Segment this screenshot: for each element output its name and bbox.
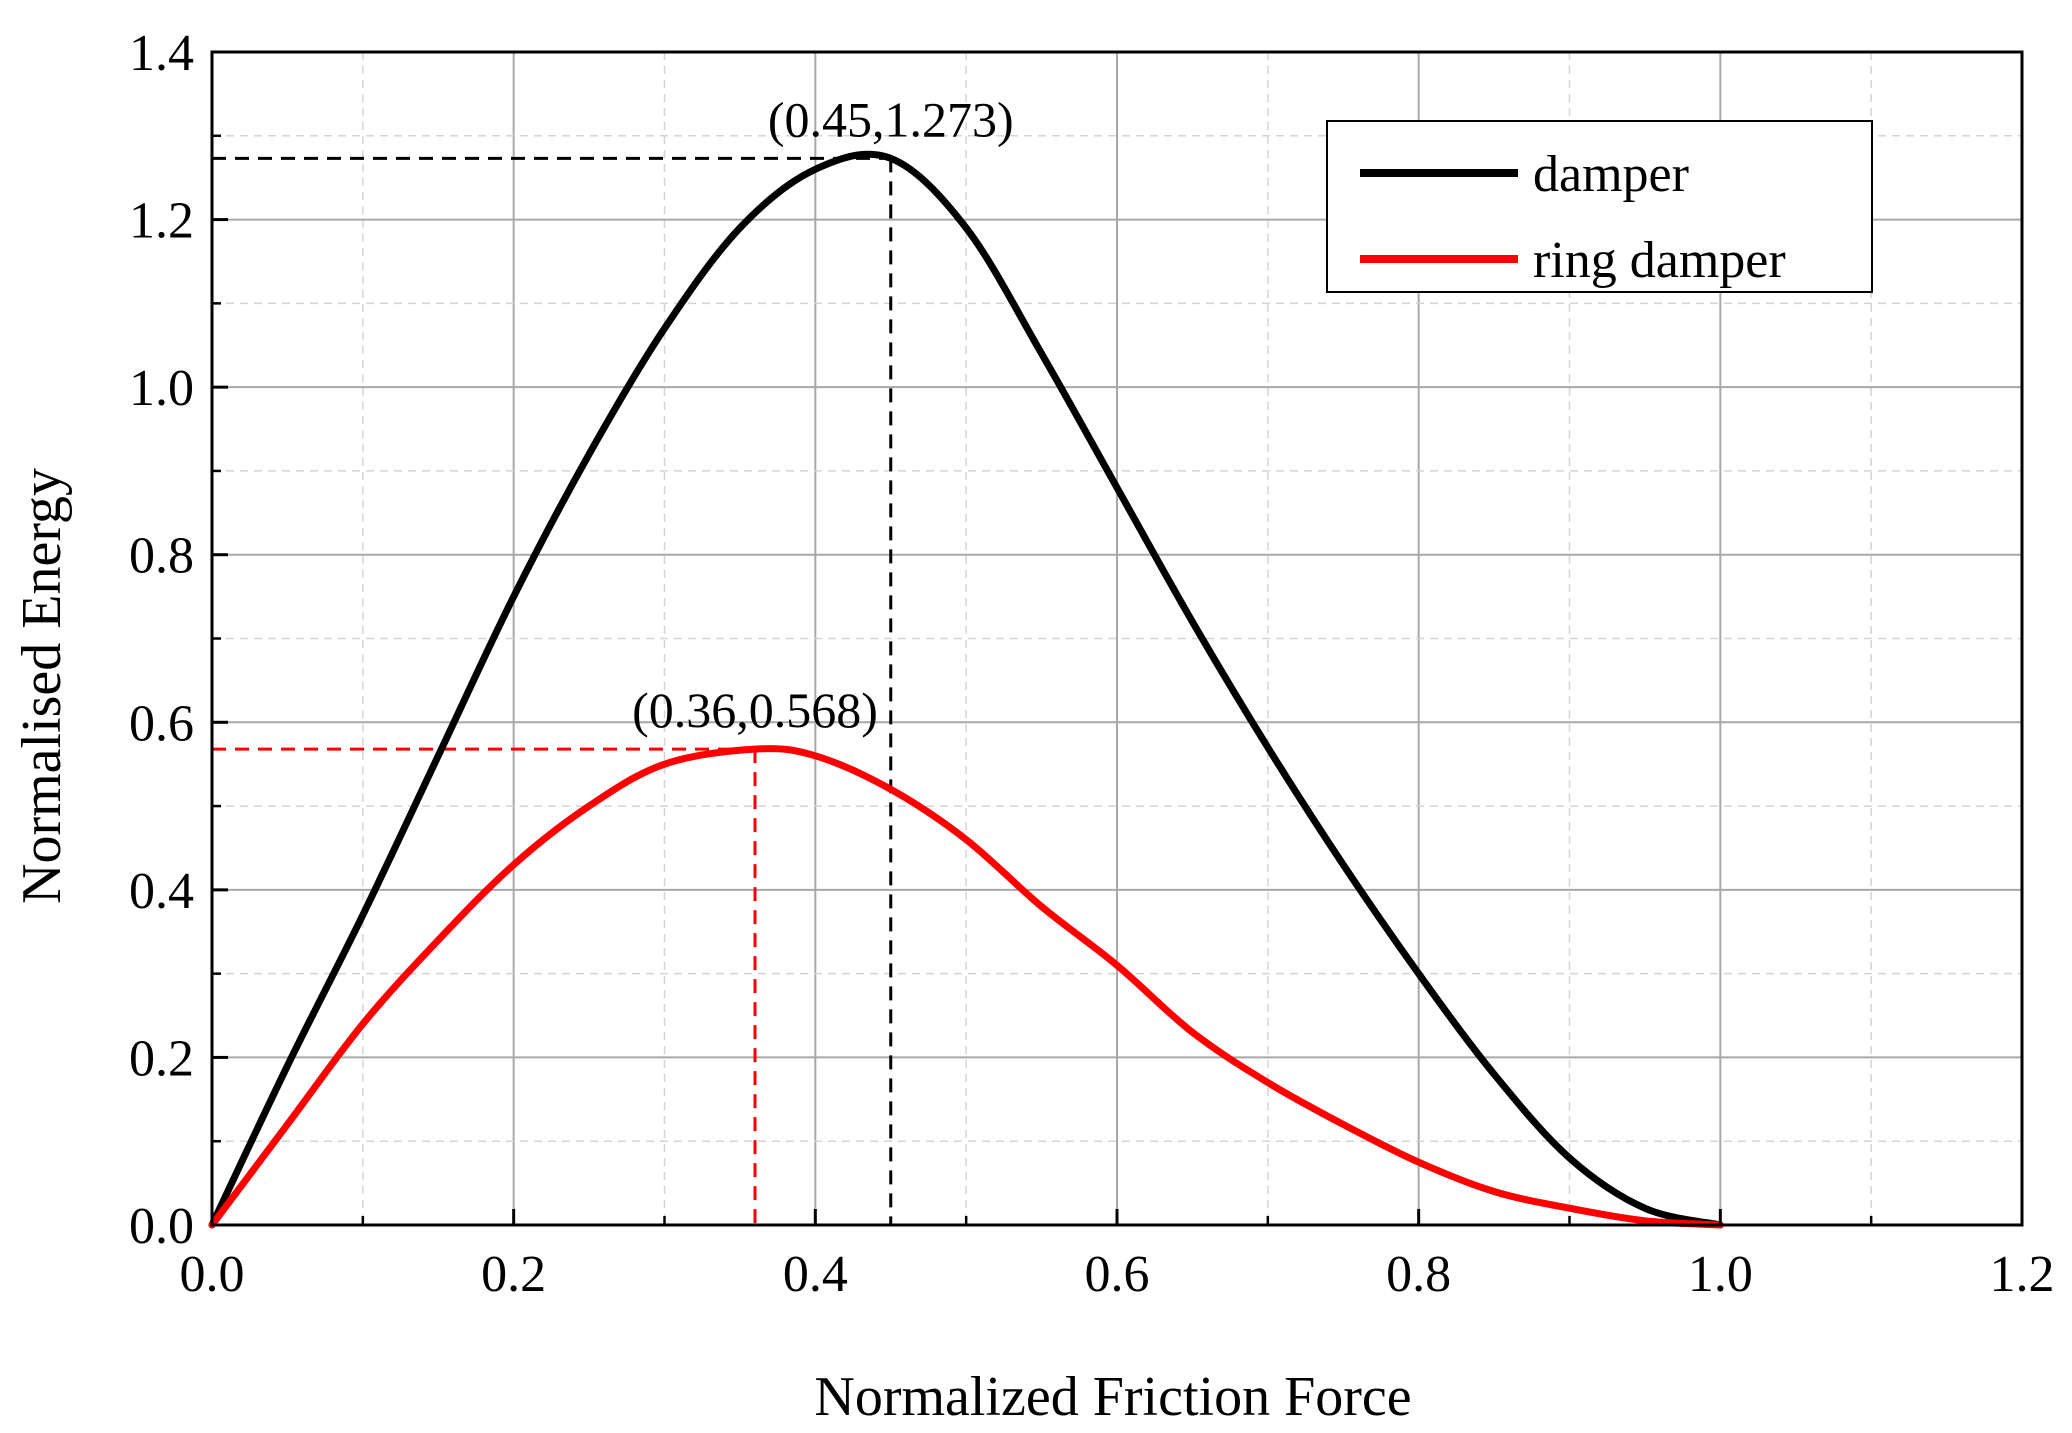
x-axis-title: Normalized Friction Force xyxy=(814,1366,1411,1428)
axis-ticks: 0.0 0.2 0.4 0.6 0.8 1.0 1.2 0.0 0.2 0.4 0.6 0.8 1.0 1… xyxy=(129,25,2055,1303)
legend-label-damper: damper xyxy=(1533,146,1689,203)
x-tick-label: 0.2 xyxy=(481,1246,546,1303)
y-tick-label: 0.2 xyxy=(129,1030,194,1087)
y-tick-label: 1.4 xyxy=(129,25,194,82)
legend-box xyxy=(1326,120,1873,293)
annotation-guides xyxy=(212,156,893,1225)
y-tick-label: 1.0 xyxy=(129,360,194,417)
series-line-damper xyxy=(208,150,1724,1229)
series-layer xyxy=(208,150,1724,1229)
legend: damper ring damper xyxy=(1326,120,1873,293)
x-tick-label: 1.0 xyxy=(1688,1246,1753,1303)
y-tick-label: 1.2 xyxy=(129,193,194,250)
y-axis-title: Normalised Energy xyxy=(11,468,73,904)
x-tick-label: 1.2 xyxy=(1990,1246,2055,1303)
x-tick-label: 0.8 xyxy=(1386,1246,1451,1303)
x-tick-label: 0.4 xyxy=(783,1246,848,1303)
y-tick-label: 0.8 xyxy=(129,528,194,585)
x-tick-label: 0.0 xyxy=(180,1246,245,1303)
grid xyxy=(212,52,2022,1225)
y-tick-label: 0.6 xyxy=(129,695,194,752)
annotation-label: (0.45,1.273) xyxy=(768,91,1014,147)
legend-label-ring-damper: ring damper xyxy=(1533,232,1786,289)
series-line-ring-damper xyxy=(208,745,1724,1229)
annotation-labels: (0.45,1.273) (0.36,0.568) xyxy=(632,91,1014,738)
y-tick-label: 0.0 xyxy=(129,1198,194,1255)
annotation-label: (0.36,0.568) xyxy=(632,682,878,738)
x-tick-label: 0.6 xyxy=(1085,1246,1150,1303)
y-tick-label: 0.4 xyxy=(129,863,194,920)
